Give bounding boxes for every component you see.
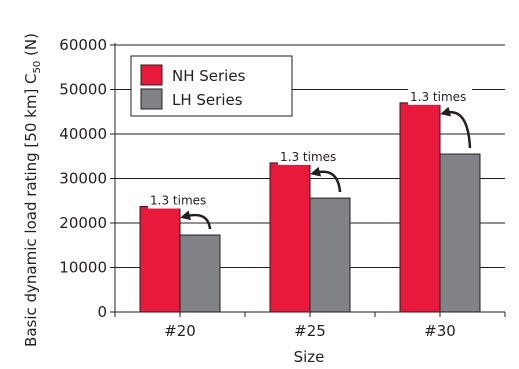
y-tick-label: 40000 xyxy=(59,125,107,143)
y-tick-label: 50000 xyxy=(59,81,107,99)
ratio-arrow xyxy=(310,166,342,193)
annotation-bg xyxy=(408,88,472,105)
bar-nh-0 xyxy=(139,206,181,313)
legend-label-nh: NH Series xyxy=(172,67,246,85)
y-axis-title: Basic dynamic load rating [50 km] C50 (N… xyxy=(22,33,43,347)
ratio-annotation-label: 1.3 times xyxy=(150,194,206,208)
ratio-annotation-label: 1.3 times xyxy=(280,150,336,164)
legend: NH Series LH Series xyxy=(130,55,293,117)
ratio-annotation-label: 1.3 times xyxy=(410,90,466,104)
y-tick-label: 60000 xyxy=(59,36,107,54)
axes: 0 10000 20000 30000 40000 50000 60000 #20 #25 #30 xyxy=(59,36,506,340)
y-tick-label: 10000 xyxy=(59,259,107,277)
x-axis-title: Size xyxy=(294,348,325,366)
bar-nh-1 xyxy=(269,162,311,313)
bar-lh-2 xyxy=(439,153,481,313)
y-tick-label: 20000 xyxy=(59,214,107,232)
y-tick-label: 0 xyxy=(97,303,107,321)
bar-nh-2 xyxy=(399,102,441,313)
annotation-bg xyxy=(148,192,212,209)
bars xyxy=(139,102,481,313)
x-tick-label: #20 xyxy=(164,322,196,340)
ratio-arrow xyxy=(180,210,212,230)
annotation-bg xyxy=(278,148,342,165)
legend-swatch-lh xyxy=(140,88,163,110)
x-tick-label: #30 xyxy=(424,322,456,340)
bar-lh-0 xyxy=(179,234,221,313)
x-tick-label: #25 xyxy=(294,322,326,340)
annotations: 1.3 times 1.3 times 1.3 times xyxy=(148,88,472,230)
legend-swatch-nh xyxy=(140,64,163,86)
legend-label-lh: LH Series xyxy=(172,91,243,109)
ratio-arrow xyxy=(440,106,472,149)
y-tick-label: 30000 xyxy=(59,170,107,188)
bar-lh-1 xyxy=(309,197,351,313)
